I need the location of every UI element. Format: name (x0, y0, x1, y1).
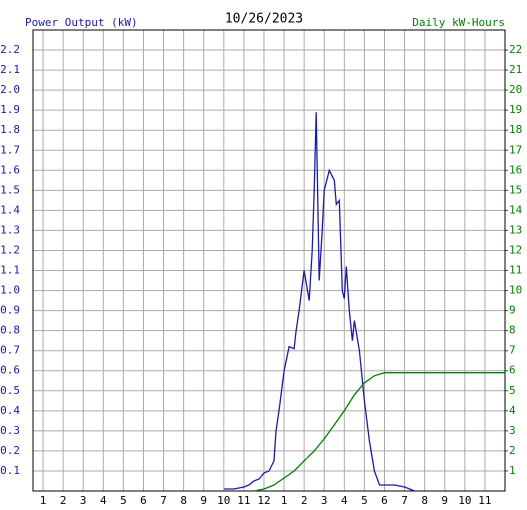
y2-tick-label: 20 (509, 83, 522, 96)
y-tick-label: 0.4 (0, 404, 20, 417)
x-tick-label: 1 (281, 494, 288, 507)
y-tick-label: 0.8 (0, 324, 20, 337)
y-tick-label: 2.1 (0, 63, 20, 76)
y-tick-label: 1.9 (0, 103, 20, 116)
y2-tick-label: 4 (509, 404, 516, 417)
x-tick-label: 8 (421, 494, 428, 507)
y-tick-label: 1.8 (0, 123, 20, 136)
y2-tick-label: 22 (509, 43, 522, 56)
y-axis-label: Power Output (kW) (25, 16, 138, 29)
x-tick-label: 9 (441, 494, 448, 507)
plot-frame (32, 29, 506, 492)
x-tick-label: 9 (200, 494, 207, 507)
y-tick-label: 1.5 (0, 183, 20, 196)
y-tick-label: 1.3 (0, 223, 20, 236)
y-tick-label: 0.2 (0, 444, 20, 457)
y-tick-label: 2.2 (0, 43, 20, 56)
y2-tick-label: 1 (509, 464, 516, 477)
x-tick-label: 7 (160, 494, 167, 507)
y2-tick-label: 11 (509, 264, 522, 277)
x-tick-label: 12 (257, 494, 270, 507)
y2-tick-label: 21 (509, 63, 522, 76)
y-tick-label: 1.2 (0, 243, 20, 256)
y2-tick-label: 3 (509, 424, 516, 437)
y2-tick-label: 18 (509, 123, 522, 136)
y2-tick-label: 14 (509, 203, 523, 216)
y-tick-label: 2.0 (0, 83, 20, 96)
y2-tick-label: 8 (509, 324, 516, 337)
y2-tick-label: 13 (509, 223, 522, 236)
y2-tick-label: 10 (509, 284, 522, 297)
x-tick-label: 5 (361, 494, 368, 507)
x-tick-label: 4 (341, 494, 348, 507)
data-line (253, 372, 505, 492)
x-tick-label: 3 (321, 494, 328, 507)
y2-tick-label: 15 (509, 183, 522, 196)
y2-tick-label: 17 (509, 143, 522, 156)
y2-tick-label: 2 (509, 444, 516, 457)
y-tick-label: 1.6 (0, 163, 20, 176)
data-line (223, 112, 415, 492)
y2-tick-label: 7 (509, 344, 516, 357)
y2-tick-label: 19 (509, 103, 522, 116)
y-tick-label: 1.1 (0, 264, 20, 277)
y-tick-label: 1.4 (0, 203, 20, 216)
y-tick-label: 0.5 (0, 384, 20, 397)
y-tick-label: 0.3 (0, 424, 20, 437)
y2-tick-label: 5 (509, 384, 516, 397)
x-tick-label: 5 (120, 494, 127, 507)
y-tick-label: 0.6 (0, 364, 20, 377)
x-tick-label: 11 (237, 494, 250, 507)
x-tick-label: 4 (100, 494, 107, 507)
x-tick-label: 8 (180, 494, 187, 507)
y-tick-label: 0.7 (0, 344, 20, 357)
chart-title: 10/26/2023 (225, 12, 303, 27)
y2-tick-label: 9 (509, 304, 516, 317)
y-tick-label: 1.7 (0, 143, 20, 156)
y2-tick-label: 16 (509, 163, 522, 176)
y2-axis-label: Daily kW-Hours (412, 16, 505, 29)
x-tick-label: 3 (80, 494, 87, 507)
x-tick-label: 10 (458, 494, 471, 507)
x-tick-label: 6 (381, 494, 388, 507)
y2-tick-label: 12 (509, 243, 522, 256)
x-tick-label: 2 (301, 494, 308, 507)
x-tick-label: 2 (60, 494, 67, 507)
x-tick-label: 10 (217, 494, 230, 507)
x-tick-label: 1 (40, 494, 47, 507)
y-tick-label: 0.9 (0, 304, 20, 317)
x-tick-label: 6 (140, 494, 147, 507)
x-tick-label: 11 (478, 494, 491, 507)
y-tick-label: 1.0 (0, 284, 20, 297)
y-tick-label: 0.1 (0, 464, 20, 477)
y2-tick-label: 6 (509, 364, 516, 377)
x-tick-label: 7 (401, 494, 408, 507)
